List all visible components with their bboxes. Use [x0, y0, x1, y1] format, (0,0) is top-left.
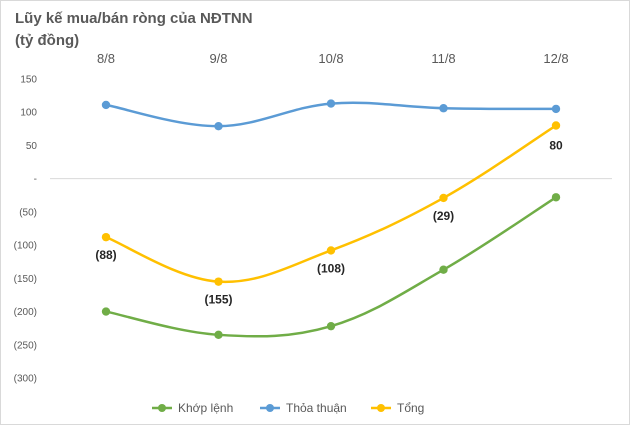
data-point	[101, 307, 111, 316]
data-point	[214, 121, 223, 131]
series-line	[104, 124, 558, 284]
data-labels: (88) (155) (108) (29) 80	[95, 139, 563, 307]
data-label: (155)	[204, 293, 232, 307]
data-label: (108)	[317, 261, 345, 275]
legend: Khớp lệnh Thỏa thuận Tổng	[152, 401, 424, 415]
data-point	[101, 232, 111, 242]
y-tick-label: (150)	[14, 274, 37, 285]
chart-subtitle: (tỷ đồng)	[15, 32, 80, 49]
legend-swatch-marker	[377, 404, 385, 412]
x-category-label: 12/8	[543, 51, 568, 66]
data-point	[551, 121, 561, 130]
data-point	[101, 100, 111, 110]
y-tick-label: (300)	[14, 374, 37, 385]
data-point	[439, 104, 448, 113]
chart-title: Lũy kế mua/bán ròng của NĐTNN	[15, 10, 253, 27]
data-label: (29)	[433, 209, 454, 223]
x-axis: 8/8 9/8 10/8 11/8 12/8	[97, 51, 569, 66]
data-point	[439, 265, 448, 274]
data-point	[551, 104, 561, 114]
y-tick-label: (50)	[19, 207, 37, 218]
y-tick-label: (200)	[14, 307, 37, 318]
y-tick-label: (250)	[14, 340, 37, 351]
y-axis: 150 100 50 - (50) (100) (150) (200) (250) (300)	[14, 75, 38, 385]
data-point	[326, 246, 336, 255]
y-tick-label: 50	[26, 141, 38, 152]
legend-label: Khớp lệnh	[178, 401, 233, 415]
x-category-label: 11/8	[431, 51, 455, 66]
data-point	[326, 99, 336, 108]
x-category-label: 8/8	[97, 51, 115, 66]
legend-swatch-marker	[266, 404, 274, 412]
data-point	[326, 321, 336, 331]
data-point	[551, 193, 561, 202]
y-tick-label: 100	[20, 108, 37, 119]
data-label: (88)	[95, 248, 116, 262]
series-group	[101, 99, 561, 340]
x-category-label: 10/8	[318, 51, 343, 66]
data-point	[214, 330, 223, 340]
x-category-label: 9/8	[209, 51, 227, 66]
data-point	[439, 193, 448, 203]
y-tick-label: (100)	[14, 241, 37, 252]
y-tick-label: -	[34, 174, 37, 185]
legend-label: Thỏa thuận	[286, 401, 347, 415]
data-point	[214, 277, 223, 286]
legend-label: Tổng	[397, 401, 424, 415]
legend-swatch-marker	[158, 404, 166, 412]
y-tick-label: 150	[20, 75, 37, 86]
data-label: 80	[549, 139, 563, 153]
